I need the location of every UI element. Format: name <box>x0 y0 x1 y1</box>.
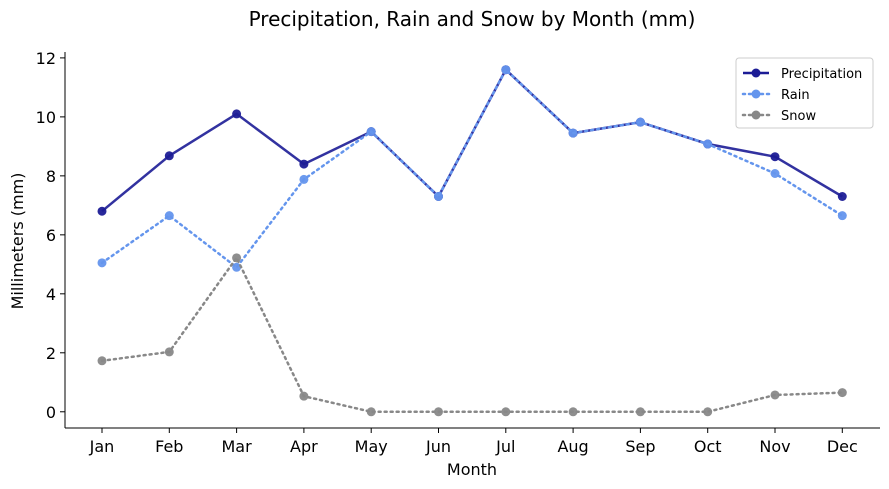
legend-label-precipitation: Precipitation <box>781 67 862 82</box>
legend-label-rain: Rain <box>781 88 810 103</box>
y-tick-label: 12 <box>36 49 56 68</box>
x-tick-label: Apr <box>290 437 318 456</box>
data-point-snow <box>232 253 242 263</box>
data-point-precipitation <box>164 151 174 161</box>
x-tick-label: Dec <box>827 437 858 456</box>
legend-box <box>735 57 874 129</box>
y-tick-label: 4 <box>46 285 56 304</box>
data-point-snow <box>366 407 376 417</box>
x-tick-label: Aug <box>557 437 588 456</box>
data-point-snow <box>568 407 578 417</box>
series-line-snow <box>100 256 844 414</box>
data-point-snow <box>164 347 174 357</box>
data-point-rain <box>501 65 511 75</box>
data-point-rain <box>770 168 780 178</box>
series-line-precipitation <box>101 68 843 213</box>
data-point-rain <box>232 262 242 272</box>
data-point-rain <box>366 127 376 137</box>
y-tick-label: 2 <box>46 344 56 363</box>
legend-marker-precipitation <box>751 68 761 78</box>
data-point-snow <box>501 407 511 417</box>
data-point-precipitation <box>837 192 847 202</box>
legend: Precipitation Rain Snow <box>735 57 874 129</box>
x-tick-label: Oct <box>694 437 722 456</box>
series-line-rain <box>100 68 844 269</box>
legend-marker-snow <box>751 110 761 120</box>
data-point-snow <box>770 390 780 400</box>
x-tick-label: Feb <box>155 437 183 456</box>
data-point-rain <box>568 128 578 138</box>
x-tick-label: Nov <box>759 437 790 456</box>
x-tick-label: May <box>355 437 388 456</box>
data-point-rain <box>635 117 645 127</box>
data-point-precipitation <box>770 152 780 162</box>
data-point-snow <box>299 391 309 401</box>
legend-label-snow: Snow <box>781 109 816 124</box>
x-axis-label: Month <box>447 460 497 479</box>
axes: 0 2 4 6 8 10 12 Jan Feb Mar Apr May Jun Jul Aug Sep Oct N… <box>36 49 880 456</box>
chart-title: Precipitation, Rain and Snow by Month (m… <box>249 7 696 31</box>
data-point-rain <box>299 174 309 184</box>
data-point-snow <box>837 388 847 398</box>
data-point-snow <box>434 407 443 417</box>
y-tick-label: 6 <box>46 226 56 245</box>
data-point-rain <box>164 211 174 221</box>
x-tick-label: Jun <box>425 437 451 456</box>
data-point-snow <box>635 407 645 417</box>
data-point-rain <box>434 192 443 202</box>
data-point-precipitation <box>232 109 242 119</box>
data-point-rain <box>97 258 107 268</box>
x-tick-label: Jul <box>495 437 515 456</box>
data-point-precipitation <box>299 159 309 169</box>
series-layer <box>97 65 847 417</box>
y-axis-label: Millimeters (mm) <box>8 173 27 310</box>
data-point-precipitation <box>97 206 107 216</box>
data-point-snow <box>703 407 713 417</box>
data-point-snow <box>97 356 107 366</box>
x-tick-label: Jan <box>89 437 115 456</box>
y-tick-label: 8 <box>46 167 56 186</box>
y-tick-label: 0 <box>46 403 56 422</box>
y-tick-label: 10 <box>36 108 56 127</box>
data-point-rain <box>837 211 847 221</box>
data-point-rain <box>703 139 713 149</box>
x-tick-label: Mar <box>222 437 253 456</box>
x-tick-label: Sep <box>625 437 655 456</box>
legend-marker-rain <box>751 89 761 99</box>
